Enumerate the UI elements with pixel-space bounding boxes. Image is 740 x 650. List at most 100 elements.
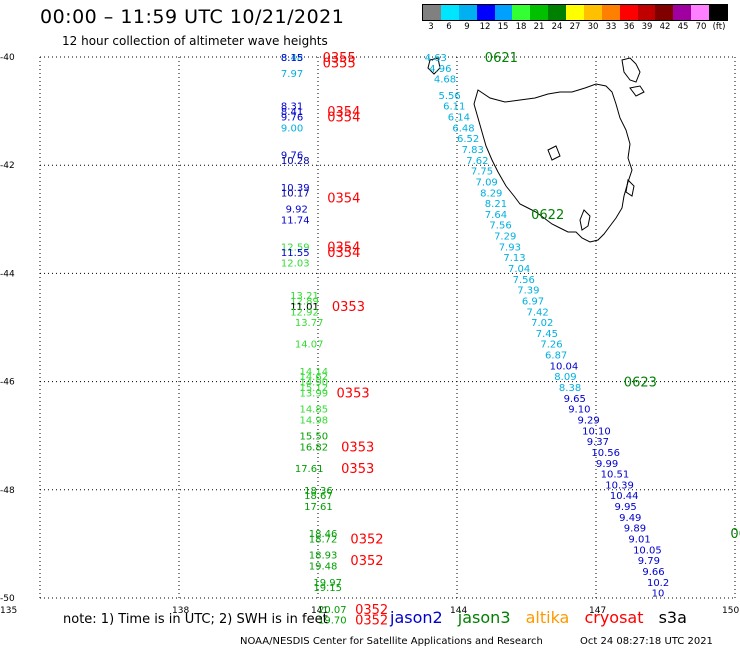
swh-value: 7.97 (281, 69, 303, 80)
scale-swatch (655, 5, 674, 20)
pass-time-label: 0623 (624, 376, 657, 391)
pass-time-label: 0621 (485, 51, 518, 66)
swh-value: 10.17 (281, 188, 310, 199)
scale-swatch (458, 5, 477, 20)
swh-value: 8.15 (281, 53, 303, 64)
pass-time-label: 0355 (323, 51, 356, 66)
swh-value: 7.62 (466, 156, 488, 167)
lon-label: 138 (172, 606, 189, 616)
lat-label: -48 (0, 486, 15, 496)
swh-value: 12.89 (290, 296, 319, 307)
footer-note: note: 1) Time is in UTC; 2) SWH is in fe… (63, 612, 328, 627)
scale-label: 12 (479, 22, 491, 32)
swh-value: 8.21 (485, 199, 507, 210)
swh-value: 11.55 (281, 248, 310, 259)
scale-label: 18 (515, 22, 527, 32)
scale-swatch (548, 5, 566, 20)
scale-swatch (637, 5, 656, 20)
latitude-labels: -40 -42 -44 -46 -48 -50 (0, 53, 15, 604)
swh-value: 9.29 (577, 415, 599, 426)
scale-swatch (530, 5, 549, 20)
swh-value: 7.42 (527, 307, 549, 318)
swh-value: 14.90 (299, 378, 328, 389)
pass-time-label: 0354 (327, 192, 360, 207)
credit-agency: NOAA/NESDIS Center for Satellite Applica… (240, 636, 543, 647)
swh-value: 10.44 (610, 491, 639, 502)
swh-value: 14.85 (299, 405, 328, 416)
scale-swatch (476, 5, 495, 20)
swh-value: 19.70 (318, 616, 347, 627)
lon-label: 144 (450, 606, 467, 616)
swh-value: 13.99 (299, 388, 328, 399)
pass-time-label: 0353 (341, 441, 374, 456)
swh-value: 8.09 (554, 372, 576, 383)
swh-value: 7.75 (471, 167, 493, 178)
swh-value: 18.46 (309, 529, 338, 540)
pass-time-label: 0353 (337, 386, 370, 401)
scale-swatch (709, 5, 727, 20)
great-lake (547, 145, 561, 161)
swh-value: 5.56 (438, 91, 460, 102)
swh-value: 15.12 (299, 383, 328, 394)
swh-value: 9.89 (624, 524, 646, 535)
scale-swatch (494, 5, 513, 20)
swh-value: 7.56 (513, 275, 535, 286)
swh-value: 7.09 (476, 177, 498, 188)
lon-label: 147 (589, 606, 606, 616)
pass-time-label: 0353 (341, 462, 374, 477)
color-scale-labels: 3 6 9 12 15 18 21 24 27 30 33 36 39 42 45 70 (ft) (422, 22, 728, 32)
pass-time-labels: 0355035503540354035403540354035303530353… (323, 51, 740, 629)
swh-value: 7.64 (485, 210, 507, 221)
swh-value: 7.39 (517, 286, 539, 297)
lat-label: -40 (0, 53, 15, 63)
pass-time-label: 0352 (350, 554, 383, 569)
swh-values: 8.488.157.978.318.419.769.009.7610.2810.… (281, 53, 669, 627)
swh-value: 10.28 (281, 156, 310, 167)
swh-value: 8.41 (281, 107, 303, 118)
swh-value: 10.39 (281, 183, 310, 194)
credit-timestamp: Oct 24 08:27:18 UTC 2021 (580, 636, 713, 647)
swh-value: 7.02 (531, 318, 553, 329)
swh-value: 15.50 (299, 432, 328, 443)
pass-time-label: 0354 (327, 240, 360, 255)
pass-time-label: 0354 (327, 111, 360, 126)
color-scale: 3 6 9 12 15 18 21 24 27 30 33 36 39 42 45 70 (ft) (422, 4, 728, 32)
page-title: 00:00 – 11:59 UTC 10/21/2021 (40, 6, 345, 28)
swh-value: 18.72 (309, 534, 338, 545)
swh-value: 6.87 (545, 351, 567, 362)
swh-value: 14.98 (299, 415, 328, 426)
pass-time-label: 0355 (323, 56, 356, 71)
lat-label: -50 (0, 594, 15, 604)
scale-swatch (691, 5, 709, 20)
pass-time-label: 0352 (350, 532, 383, 547)
bruny-island (579, 209, 591, 231)
tasmania-main-island (473, 83, 633, 243)
pass-time-label: 0353 (332, 300, 365, 315)
scale-swatch (583, 5, 602, 20)
swh-value: 8.29 (480, 188, 502, 199)
scale-label: 36 (623, 22, 635, 32)
swh-value: 10.51 (601, 470, 630, 481)
swh-value: 10.56 (591, 448, 620, 459)
swh-value: 14.07 (295, 340, 324, 351)
legend-altika: altika (525, 608, 570, 627)
swh-value: 4.63 (425, 53, 447, 64)
swh-value: 7.93 (499, 242, 521, 253)
swh-value: 9.65 (564, 394, 586, 405)
pass-time-label: 0354 (327, 246, 360, 261)
page-subtitle: 12 hour collection of altimeter wave hei… (62, 34, 328, 48)
scale-swatch (512, 5, 531, 20)
longitude-labels: 135 138 141 144 147 150 (0, 606, 739, 616)
swh-value: 10.39 (605, 480, 634, 491)
legend-s3a: s3a (658, 608, 687, 627)
scale-label: 70 (695, 22, 707, 32)
lat-label: -44 (0, 269, 15, 279)
swh-value: 7.26 (540, 340, 562, 351)
maria-island (625, 178, 635, 197)
pass-time-label: 0352 (355, 614, 388, 629)
swh-value: 9.79 (638, 556, 660, 567)
swh-value: 11.74 (281, 215, 310, 226)
swh-value: 4.68 (434, 75, 456, 86)
lon-label: 150 (722, 606, 739, 616)
